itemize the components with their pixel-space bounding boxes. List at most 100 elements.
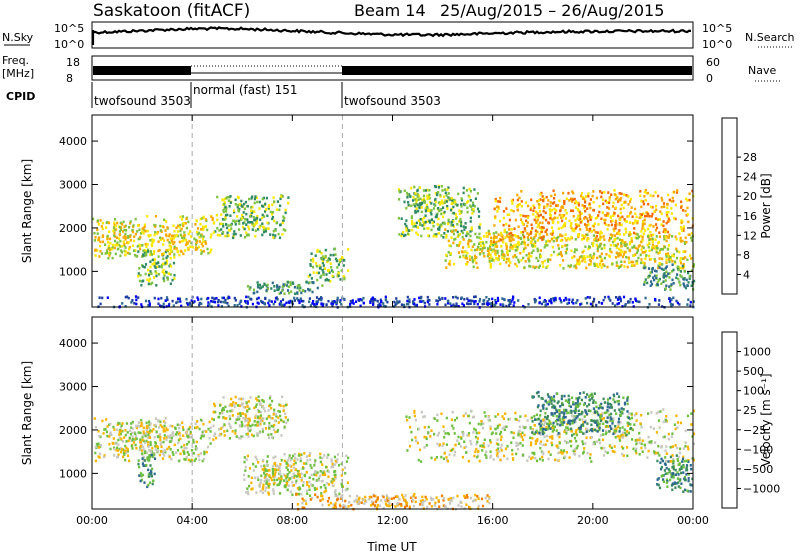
vel-cell <box>346 487 349 491</box>
vel-cell <box>497 443 500 446</box>
vel-cell <box>640 446 643 450</box>
vel-cell <box>616 435 619 438</box>
vel-cell <box>546 434 549 438</box>
vel-cell <box>544 428 548 431</box>
power-cell <box>657 303 660 306</box>
power-cell <box>568 199 571 202</box>
power-cell <box>430 202 433 205</box>
power-cell <box>251 205 254 209</box>
power-cell <box>505 242 508 246</box>
vel-cell <box>242 405 245 409</box>
power-cell <box>124 305 127 308</box>
power-cell <box>615 193 618 197</box>
vel-cell <box>519 415 522 418</box>
vel-cell <box>503 428 506 432</box>
power-cell <box>196 230 199 234</box>
vel-cell <box>300 479 303 482</box>
power-cell <box>533 297 536 301</box>
power-cell <box>603 238 606 241</box>
power-cell <box>122 220 125 224</box>
power-cell <box>466 302 469 305</box>
vel-cell <box>477 450 480 454</box>
power-cell <box>172 304 175 307</box>
power-cell <box>309 258 313 262</box>
vel-cell <box>480 423 483 426</box>
vel-cell <box>445 456 448 459</box>
power-cell <box>154 230 157 234</box>
vel-cell <box>635 451 638 455</box>
power-cell <box>623 260 626 264</box>
power-cell <box>537 223 540 226</box>
vel-cell <box>237 436 241 440</box>
power-cell <box>664 230 667 234</box>
power-cell <box>539 198 542 201</box>
power-cell <box>568 298 571 301</box>
vel-cell <box>317 477 320 481</box>
power-cell <box>496 251 499 255</box>
power-cell <box>430 218 433 222</box>
power-cell <box>526 232 529 235</box>
power-cell <box>561 234 564 238</box>
vel-cell <box>444 432 447 435</box>
power-cell <box>489 243 492 246</box>
vel-cell <box>484 415 487 418</box>
power-cell <box>532 209 535 213</box>
power-cell <box>358 299 361 302</box>
power-cell <box>460 197 463 200</box>
vel-cell <box>539 442 542 445</box>
power-cell <box>535 210 538 213</box>
power-cell <box>517 240 520 244</box>
vel-cell <box>638 438 641 442</box>
vel-cell <box>116 428 119 431</box>
power-cell <box>145 252 148 255</box>
vel-cell <box>640 425 643 429</box>
vel-cell <box>469 440 472 443</box>
power-cell <box>421 198 424 202</box>
vel-cell <box>269 476 272 480</box>
power-cell <box>398 233 401 236</box>
power-cell <box>632 245 636 249</box>
power-cell <box>467 232 470 236</box>
vel-cell <box>609 416 612 419</box>
power-cell <box>670 284 673 288</box>
vel-cell <box>175 431 178 434</box>
power-cell <box>224 298 227 302</box>
power-cell <box>139 247 142 251</box>
power-cell <box>301 304 304 307</box>
power-cell <box>437 209 441 213</box>
power-cell <box>262 230 266 234</box>
vel-cell <box>345 488 348 492</box>
power-cell <box>556 216 559 220</box>
power-cell <box>349 300 352 303</box>
power-cell <box>172 234 175 238</box>
vel-cell <box>221 425 224 429</box>
vel-cell <box>638 453 641 456</box>
power-cell <box>405 224 408 228</box>
power-cell <box>536 239 539 242</box>
vel-cell <box>647 449 650 453</box>
vel-cell <box>268 425 271 428</box>
vel-cell <box>611 450 614 453</box>
vel-cell <box>574 409 578 413</box>
power-cell <box>483 255 486 258</box>
power-cell <box>686 303 689 306</box>
power-cell <box>279 300 283 303</box>
vel-cell <box>181 421 184 425</box>
vel-cell <box>212 418 215 422</box>
vel-cell <box>584 396 587 399</box>
vel-cell <box>545 401 548 404</box>
power-cell <box>665 239 668 243</box>
vel-cell <box>489 425 492 428</box>
power-cell <box>520 218 523 221</box>
power-cell <box>515 255 518 259</box>
vel-cell <box>149 429 152 432</box>
power-cell <box>614 197 617 201</box>
power-cell <box>670 305 673 308</box>
power-cell <box>564 222 567 225</box>
power-cell <box>201 217 204 220</box>
power-cell <box>227 304 230 308</box>
power-cell <box>660 247 663 251</box>
power-cell <box>194 238 198 242</box>
power-cell <box>603 246 606 250</box>
vel-cell <box>240 403 243 407</box>
